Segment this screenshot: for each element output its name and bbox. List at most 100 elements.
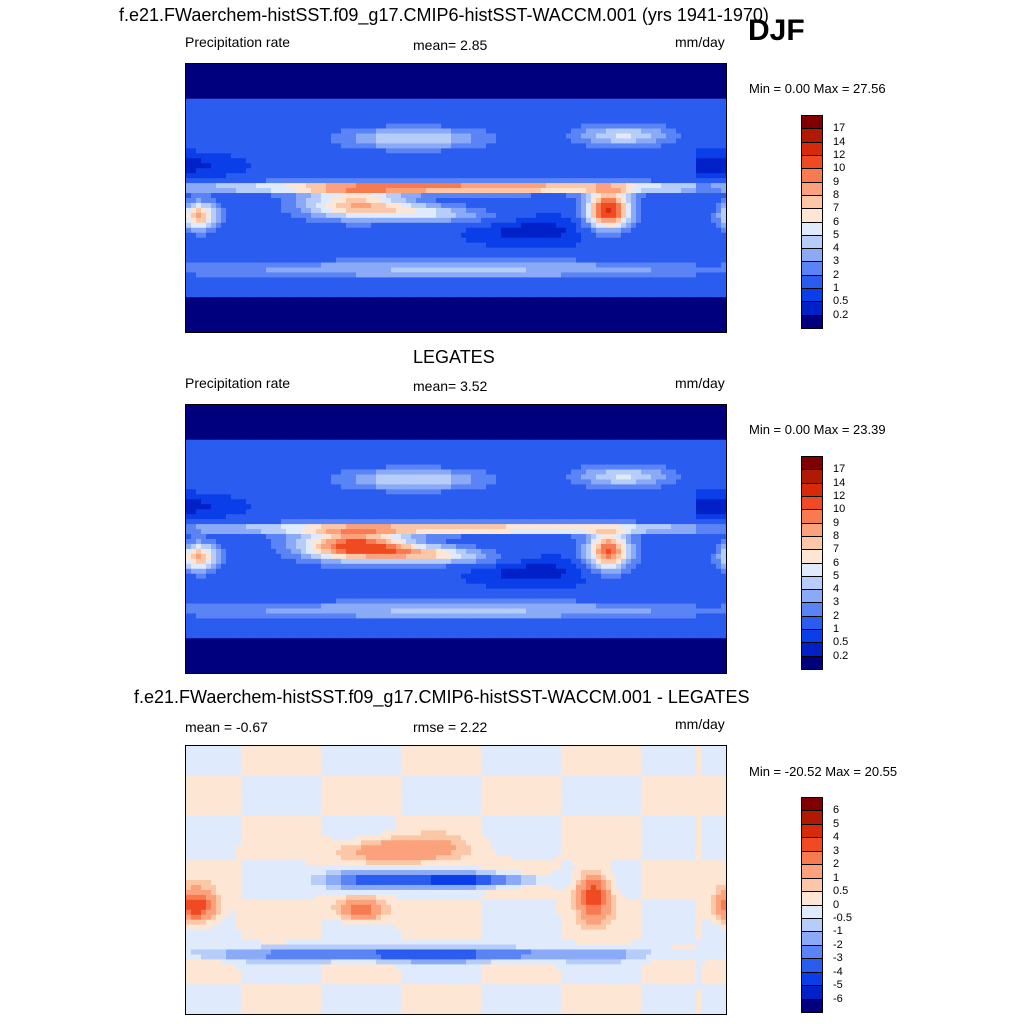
field-cell [575, 113, 582, 120]
field-cell [471, 138, 477, 145]
field-cell [420, 242, 427, 249]
field-cell [491, 193, 497, 199]
field-cell [675, 68, 682, 75]
field-cell [275, 158, 282, 164]
field-cell [215, 292, 222, 298]
field-cell [561, 138, 567, 145]
field-cell [431, 242, 437, 249]
field-cell [580, 287, 587, 293]
field-cell [201, 242, 207, 249]
field-cell [375, 227, 382, 234]
field-cell [336, 133, 342, 140]
field-cell [356, 237, 362, 244]
field-cell [285, 108, 292, 115]
field-cell [401, 68, 407, 75]
field-cell [301, 158, 307, 164]
field-cell [641, 287, 647, 293]
field-cell [361, 212, 367, 219]
field-cell [575, 198, 582, 204]
field-cell [391, 217, 397, 224]
field-cell [501, 143, 507, 149]
field-cell [671, 257, 677, 264]
field-cell [436, 163, 442, 169]
field-cell [215, 64, 222, 70]
field-cell [196, 242, 202, 249]
field-cell [236, 188, 242, 194]
field-cell [715, 113, 722, 120]
field-cell [256, 277, 262, 283]
field-cell [231, 222, 237, 229]
field-cell [231, 88, 237, 95]
field-cell [655, 252, 662, 259]
field-cell [340, 163, 347, 169]
field-cell [250, 242, 257, 249]
field-cell [401, 138, 407, 145]
field-cell [201, 118, 207, 125]
field-cell [555, 247, 562, 254]
field-cell [456, 262, 462, 269]
field-cell [196, 232, 202, 239]
field-cell [710, 148, 717, 154]
field-cell [401, 173, 407, 179]
field-cell [475, 227, 482, 234]
field-cell [391, 282, 397, 288]
field-cell [610, 242, 617, 249]
field-cell [580, 143, 587, 149]
field-cell [555, 252, 562, 259]
field-cell [580, 193, 587, 199]
field-cell [666, 148, 672, 154]
field-cell [475, 277, 482, 283]
field-cell [215, 118, 222, 125]
field-cell [310, 103, 317, 110]
field-cell [361, 217, 367, 224]
field-cell [466, 88, 472, 95]
field-cell [601, 217, 607, 224]
field-cell [431, 188, 437, 194]
field-cell [186, 158, 192, 164]
field-cell [426, 178, 432, 184]
field-cell [375, 202, 382, 209]
field-cell [680, 153, 687, 159]
field-cell [636, 158, 642, 164]
field-cell [301, 108, 307, 115]
field-cell [466, 237, 472, 244]
field-cell [226, 168, 232, 174]
field-cell [291, 198, 297, 204]
field-cell [191, 98, 197, 105]
field-cell [285, 262, 292, 269]
field-cell [236, 78, 242, 85]
field-cell [326, 103, 332, 110]
field-cell [466, 202, 472, 209]
field-cell [226, 158, 232, 164]
field-cell [615, 118, 622, 125]
field-cell [340, 138, 347, 145]
field-cell [706, 198, 712, 204]
field-cell [356, 178, 362, 184]
field-cell [536, 222, 542, 229]
field-cell [240, 193, 247, 199]
field-cell [350, 173, 357, 179]
field-cell [710, 198, 717, 204]
field-cell [631, 227, 637, 234]
field-cell [301, 242, 307, 249]
field-cell [375, 163, 382, 169]
field-cell [540, 183, 547, 189]
field-cell [510, 193, 517, 199]
field-cell [445, 252, 452, 259]
field-cell [345, 153, 352, 159]
field-cell [601, 212, 607, 219]
field-cell [221, 68, 227, 75]
field-cell [675, 242, 682, 249]
field-cell [720, 173, 726, 179]
field-cell [440, 78, 447, 85]
field-cell [261, 277, 267, 283]
field-cell [690, 163, 697, 169]
field-cell [205, 222, 212, 229]
field-cell [690, 83, 697, 90]
field-cell [506, 103, 512, 110]
field-cell [606, 178, 612, 184]
field-cell [450, 103, 457, 110]
field-cell [601, 128, 607, 135]
field-cell [405, 287, 412, 293]
field-cell [245, 143, 252, 149]
